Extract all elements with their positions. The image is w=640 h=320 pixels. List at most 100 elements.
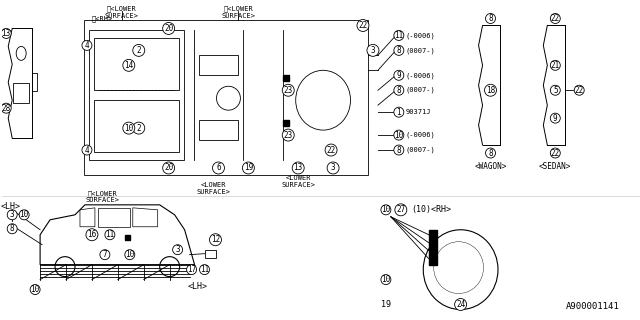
Circle shape bbox=[394, 70, 404, 80]
Text: 3: 3 bbox=[10, 210, 15, 219]
Text: (10)<RH>: (10)<RH> bbox=[411, 205, 451, 214]
Circle shape bbox=[357, 20, 369, 31]
Text: 10: 10 bbox=[381, 275, 390, 284]
Text: (-0006): (-0006) bbox=[406, 132, 436, 138]
Circle shape bbox=[486, 148, 495, 158]
Text: 28: 28 bbox=[2, 104, 11, 113]
Bar bbox=[429, 230, 436, 265]
Text: <LH>: <LH> bbox=[188, 282, 207, 291]
Bar bbox=[94, 100, 179, 152]
Circle shape bbox=[327, 162, 339, 174]
Circle shape bbox=[86, 229, 98, 241]
Circle shape bbox=[200, 265, 209, 275]
Text: ⑦<LOWER: ⑦<LOWER bbox=[223, 5, 253, 12]
Circle shape bbox=[381, 205, 391, 215]
Text: <LOWER: <LOWER bbox=[201, 182, 227, 188]
Text: (-0006): (-0006) bbox=[406, 32, 436, 39]
Text: 10: 10 bbox=[124, 124, 133, 132]
Text: 20: 20 bbox=[164, 164, 173, 172]
Text: 22: 22 bbox=[550, 14, 560, 23]
Circle shape bbox=[123, 122, 135, 134]
Text: 9: 9 bbox=[553, 114, 557, 123]
Text: 19: 19 bbox=[381, 300, 391, 308]
Text: 3: 3 bbox=[331, 164, 335, 172]
Bar bbox=[198, 120, 239, 140]
Circle shape bbox=[173, 245, 182, 255]
Circle shape bbox=[30, 284, 40, 294]
Text: 4: 4 bbox=[84, 41, 89, 50]
Text: 10: 10 bbox=[381, 205, 390, 214]
Text: 8: 8 bbox=[488, 14, 493, 23]
Text: 8: 8 bbox=[397, 146, 401, 155]
Bar bbox=[198, 55, 239, 75]
Text: 8: 8 bbox=[10, 224, 15, 233]
Bar bbox=[84, 20, 368, 175]
Text: SURFACE>: SURFACE> bbox=[281, 182, 316, 188]
Text: SURFACE>: SURFACE> bbox=[196, 189, 230, 195]
Circle shape bbox=[395, 204, 407, 216]
Bar bbox=[89, 30, 184, 160]
Circle shape bbox=[550, 85, 560, 95]
Circle shape bbox=[100, 250, 110, 260]
Circle shape bbox=[163, 162, 175, 174]
Text: 9: 9 bbox=[397, 71, 401, 80]
Text: (0007-): (0007-) bbox=[406, 47, 436, 54]
Text: SURFACE>: SURFACE> bbox=[221, 12, 255, 19]
Circle shape bbox=[123, 59, 135, 71]
Text: (0007-): (0007-) bbox=[406, 147, 436, 153]
Text: 24: 24 bbox=[456, 300, 465, 309]
Circle shape bbox=[454, 299, 467, 310]
Circle shape bbox=[132, 44, 145, 56]
Circle shape bbox=[486, 13, 495, 23]
Bar bbox=[32, 73, 37, 91]
Circle shape bbox=[212, 162, 225, 174]
Bar bbox=[429, 230, 436, 265]
Circle shape bbox=[1, 103, 12, 113]
Text: (-0006): (-0006) bbox=[406, 72, 436, 78]
Bar bbox=[94, 38, 179, 90]
Text: A900001141: A900001141 bbox=[566, 302, 620, 311]
Text: 8: 8 bbox=[488, 148, 493, 157]
Bar bbox=[13, 83, 29, 103]
Text: ⑤<RH>: ⑤<RH> bbox=[92, 15, 113, 22]
Circle shape bbox=[394, 130, 404, 140]
Text: 16: 16 bbox=[87, 230, 97, 239]
Circle shape bbox=[550, 113, 560, 123]
Text: ④<LOWER: ④<LOWER bbox=[88, 190, 118, 196]
Text: 8: 8 bbox=[397, 86, 401, 95]
Circle shape bbox=[282, 84, 294, 96]
Circle shape bbox=[394, 85, 404, 95]
Circle shape bbox=[292, 162, 304, 174]
Text: 23: 23 bbox=[284, 86, 293, 95]
Circle shape bbox=[325, 144, 337, 156]
Circle shape bbox=[82, 145, 92, 155]
Text: 14: 14 bbox=[124, 61, 133, 70]
Circle shape bbox=[367, 44, 379, 56]
Text: 19: 19 bbox=[244, 164, 253, 172]
Text: 2: 2 bbox=[136, 46, 141, 55]
Text: 20: 20 bbox=[164, 24, 173, 33]
Circle shape bbox=[132, 122, 145, 134]
Text: 11: 11 bbox=[105, 230, 115, 239]
Text: 10: 10 bbox=[125, 250, 134, 259]
Text: 13: 13 bbox=[294, 164, 303, 172]
Circle shape bbox=[105, 230, 115, 240]
Circle shape bbox=[243, 162, 254, 174]
Circle shape bbox=[381, 275, 391, 284]
Text: 13: 13 bbox=[2, 29, 11, 38]
Text: 90371J: 90371J bbox=[406, 109, 431, 115]
Bar bbox=[205, 250, 216, 258]
Text: SURFACE>: SURFACE> bbox=[86, 197, 120, 203]
Text: 6: 6 bbox=[216, 164, 221, 172]
Circle shape bbox=[187, 265, 196, 275]
Text: 3: 3 bbox=[175, 245, 180, 254]
Text: 12: 12 bbox=[211, 235, 220, 244]
Text: 23: 23 bbox=[284, 131, 293, 140]
Text: ④<LOWER: ④<LOWER bbox=[107, 5, 137, 12]
Circle shape bbox=[550, 60, 560, 70]
Text: <WAGON>: <WAGON> bbox=[474, 162, 507, 171]
Text: (0007-): (0007-) bbox=[406, 87, 436, 93]
Text: 5: 5 bbox=[553, 86, 557, 95]
Bar bbox=[284, 120, 289, 126]
Text: 10: 10 bbox=[31, 285, 40, 294]
